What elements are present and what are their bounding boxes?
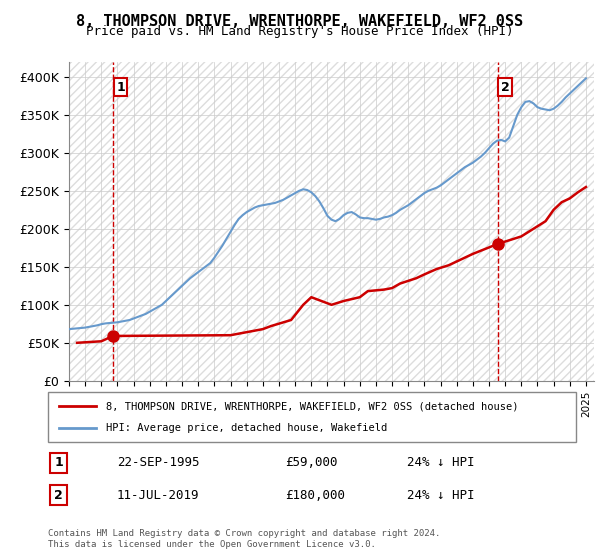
Text: 2: 2 [501,81,509,94]
Text: 8, THOMPSON DRIVE, WRENTHORPE, WAKEFIELD, WF2 0SS (detached house): 8, THOMPSON DRIVE, WRENTHORPE, WAKEFIELD… [106,401,518,411]
Text: 11-JUL-2019: 11-JUL-2019 [116,488,199,502]
Text: 8, THOMPSON DRIVE, WRENTHORPE, WAKEFIELD, WF2 0SS: 8, THOMPSON DRIVE, WRENTHORPE, WAKEFIELD… [76,14,524,29]
Text: £180,000: £180,000 [286,488,346,502]
Text: 1: 1 [54,456,63,469]
Text: 24% ↓ HPI: 24% ↓ HPI [407,456,475,469]
Text: 1: 1 [116,81,125,94]
Text: £59,000: £59,000 [286,456,338,469]
FancyBboxPatch shape [48,392,576,442]
Text: Price paid vs. HM Land Registry's House Price Index (HPI): Price paid vs. HM Land Registry's House … [86,25,514,38]
Text: Contains HM Land Registry data © Crown copyright and database right 2024.
This d: Contains HM Land Registry data © Crown c… [48,529,440,549]
Text: HPI: Average price, detached house, Wakefield: HPI: Average price, detached house, Wake… [106,423,388,433]
Text: 2: 2 [54,488,63,502]
Text: 22-SEP-1995: 22-SEP-1995 [116,456,199,469]
Text: 24% ↓ HPI: 24% ↓ HPI [407,488,475,502]
